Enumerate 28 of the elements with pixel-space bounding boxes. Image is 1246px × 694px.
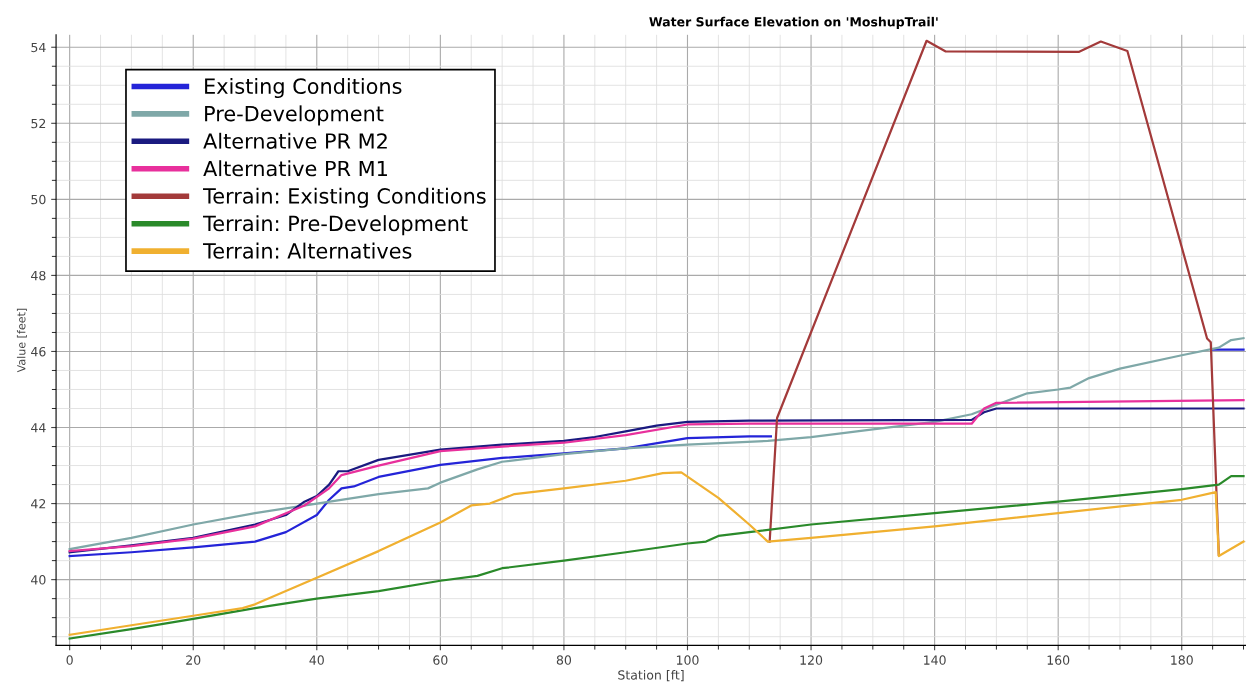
chart-title: Water Surface Elevation on 'MoshupTrail' [649, 16, 938, 29]
y-tick-label: 50 [31, 194, 46, 205]
legend-label: Terrain: Existing Conditions [203, 187, 486, 208]
y-tick-label: 54 [31, 42, 46, 53]
legend-label: Terrain: Alternatives [203, 242, 412, 259]
legend-label: Alternative PR M1 [203, 160, 387, 177]
x-tick-label: 100 [676, 655, 699, 665]
x-tick-label: 60 [433, 655, 448, 665]
y-tick-label: 44 [31, 423, 46, 433]
x-tick-label: 0 [66, 655, 73, 665]
y-tick-label: 40 [31, 575, 46, 585]
legend-label: Alternative PR M2 [203, 132, 387, 149]
legend-label: Pre-Development [205, 105, 384, 126]
y-tick-label: 48 [31, 270, 46, 281]
y-axis-title: Value [feet] [16, 308, 27, 373]
legend-label: Existing Conditions [205, 77, 402, 99]
x-tick-label: 160 [1047, 655, 1070, 665]
x-tick-label: 80 [556, 655, 572, 665]
x-axis-title: Station [ft] [618, 670, 684, 682]
x-tick-label: 20 [186, 655, 201, 665]
y-tick-label: 46 [31, 346, 46, 357]
y-tick-label: 52 [31, 118, 46, 129]
y-tick-label: 42 [31, 499, 46, 509]
x-tick-label: 180 [1171, 655, 1193, 665]
x-tick-label: 120 [800, 655, 823, 665]
x-tick-label: 140 [924, 655, 946, 665]
x-tick-label: 40 [309, 655, 324, 665]
legend-label: Terrain: Pre-Development [203, 215, 468, 236]
